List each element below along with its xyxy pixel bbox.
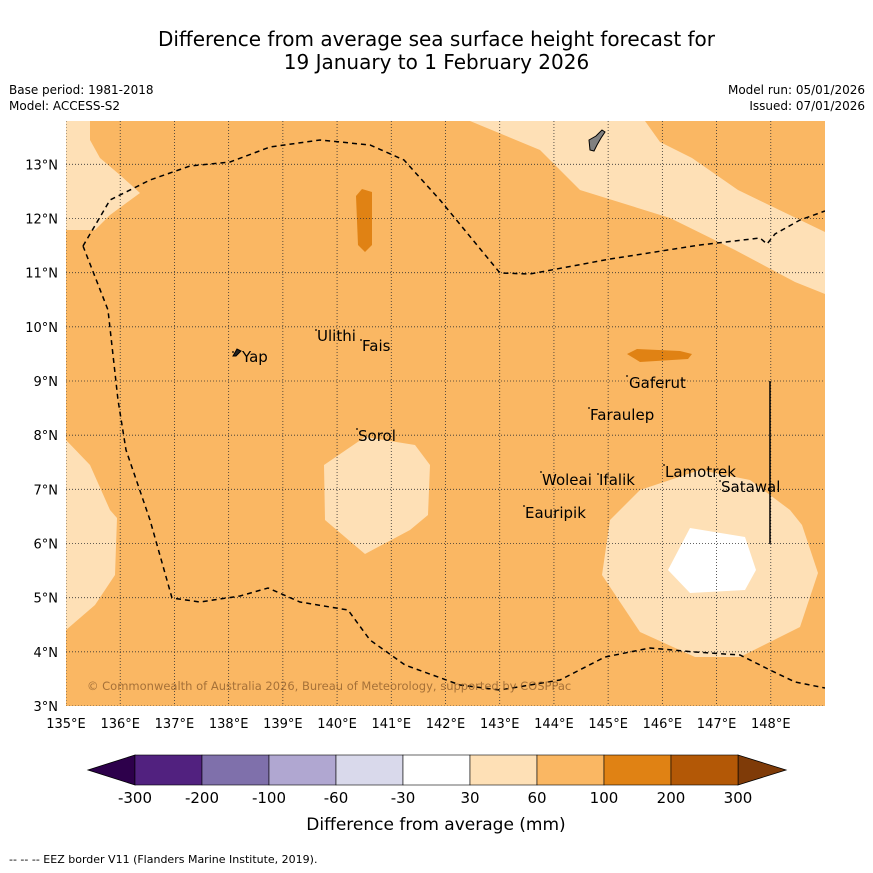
lon-tick-label: 145°E <box>588 717 628 732</box>
island-marker <box>719 480 721 482</box>
lon-tick-label: 135°E <box>46 717 86 732</box>
colorbar-segment <box>335 754 404 786</box>
island-marker <box>540 471 542 473</box>
colorbar-title: Difference from average (mm) <box>306 815 565 835</box>
lat-tick-label: 11°N <box>25 267 58 282</box>
colorbar-tick-label: -200 <box>185 789 219 807</box>
lon-tick-label: 138°E <box>209 717 249 732</box>
meta-right: Model run: 05/01/2026 Issued: 07/01/2026 <box>728 82 865 114</box>
place-labels: Yap Ulithi Fais Gaferut Faraulep Sorol Woleai I… <box>232 327 780 522</box>
lat-tick-label: 3°N <box>34 700 59 715</box>
island-marker <box>663 464 665 466</box>
colorbar-tick-label: 60 <box>527 789 546 807</box>
colorbar-segment <box>603 754 672 786</box>
lat-tick-label: 9°N <box>34 375 59 390</box>
anomaly-patch-light-northwest <box>66 121 140 230</box>
colorbar-segment <box>268 754 337 786</box>
anomaly-patch-light-west <box>66 440 117 630</box>
anomaly-patch-light-sorol <box>324 437 430 554</box>
lat-tick-label: 7°N <box>34 483 59 498</box>
place-label-ifalik: Ifalik <box>599 471 635 489</box>
island-marker <box>523 505 525 507</box>
lon-tick-label: 137°E <box>155 717 195 732</box>
lon-tick-label: 140°E <box>317 717 357 732</box>
place-label-gaferut: Gaferut <box>629 374 686 392</box>
colorbar-tick-label: -300 <box>118 789 152 807</box>
colorbar-tick-label: -100 <box>252 789 286 807</box>
lon-tick-label: 148°E <box>751 717 791 732</box>
lon-tick-label: 139°E <box>263 717 303 732</box>
colorbar-segment <box>201 754 270 786</box>
title-line-2: 19 January to 1 February 2026 <box>283 50 590 74</box>
island-marker <box>626 375 628 377</box>
colorbar-segment <box>402 754 471 786</box>
map-area: © Commonwealth of Australia 2026, Bureau… <box>66 121 825 706</box>
lat-tick-label: 12°N <box>25 213 58 228</box>
place-label-sorol: Sorol <box>358 427 396 445</box>
issued-date: Issued: 07/01/2026 <box>749 99 865 113</box>
lon-tick-label: 143°E <box>480 717 520 732</box>
place-label-lamotrek: Lamotrek <box>665 463 736 481</box>
model-run: Model run: 05/01/2026 <box>727 83 865 97</box>
latitude-ticks: 3°N 4°N 5°N 6°N 7°N 8°N 9°N 10°N 11°N 12°N 13°N <box>25 158 58 715</box>
colorbar-segment <box>536 754 605 786</box>
lon-tick-label: 142°E <box>426 717 466 732</box>
island-marker <box>356 428 358 430</box>
island-marker <box>588 407 590 409</box>
base-period: Base period: 1981-2018 <box>9 83 154 97</box>
colorbar-extend-low <box>86 754 136 786</box>
colorbar-segment <box>134 754 203 786</box>
colorbar-segment <box>670 754 739 786</box>
colorbar-tick-label: -60 <box>324 789 349 807</box>
island-marker <box>597 473 599 475</box>
meta-left: Base period: 1981-2018 Model: ACCESS-S2 <box>9 82 154 114</box>
lat-tick-label: 10°N <box>25 321 58 336</box>
island-marker <box>232 351 234 353</box>
longitude-ticks: 135°E 136°E 137°E 138°E 139°E 140°E 141°E 142°E… <box>46 717 790 732</box>
model-name: Model: ACCESS-S2 <box>9 99 121 113</box>
colorbar-tick-label: 100 <box>590 789 619 807</box>
copyright-notice: © Commonwealth of Australia 2026, Bureau… <box>87 679 571 693</box>
title-line-1: Difference from average sea surface heig… <box>157 27 716 51</box>
place-label-eauripik: Eauripik <box>525 504 586 522</box>
island-marker <box>360 339 362 341</box>
lon-tick-label: 144°E <box>534 717 574 732</box>
lat-tick-label: 6°N <box>34 538 59 553</box>
anomaly-patch-neutral <box>668 528 756 593</box>
lon-tick-label: 146°E <box>643 717 683 732</box>
eez-footnote: -- -- -- EEZ border V11 (Flanders Marine… <box>9 853 318 866</box>
colorbar-segment <box>469 754 538 786</box>
gridlines <box>66 121 825 706</box>
island-marker <box>315 329 317 331</box>
anomaly-patch-dark-east <box>627 349 692 362</box>
lat-tick-label: 8°N <box>34 429 59 444</box>
chart-title: Difference from average sea surface heig… <box>0 28 873 74</box>
place-label-ulithi: Ulithi <box>317 327 356 345</box>
colorbar-tick-label: -30 <box>391 789 416 807</box>
lat-tick-label: 5°N <box>34 592 59 607</box>
lat-tick-label: 13°N <box>25 158 58 173</box>
yap-island <box>232 348 242 357</box>
lon-tick-label: 141°E <box>372 717 412 732</box>
place-label-yap: Yap <box>241 348 268 366</box>
guam-island <box>588 129 606 152</box>
eez-border <box>82 139 825 691</box>
lon-tick-label: 147°E <box>697 717 737 732</box>
lon-tick-label: 136°E <box>100 717 140 732</box>
place-label-faraulep: Faraulep <box>590 406 654 424</box>
colorbar-tick-label: 300 <box>724 789 753 807</box>
colorbar: -300 -200 -100 -60 -30 30 60 100 200 300 <box>86 754 788 807</box>
place-label-woleai: Woleai <box>542 471 592 489</box>
colorbar-tick-label: 30 <box>460 789 479 807</box>
lat-tick-label: 4°N <box>34 646 59 661</box>
colorbar-extend-high <box>737 754 788 786</box>
colorbar-tick-label: 200 <box>657 789 686 807</box>
place-label-fais: Fais <box>362 337 391 355</box>
anomaly-patch-dark-north <box>356 189 372 252</box>
place-label-satawal: Satawal <box>721 478 780 496</box>
